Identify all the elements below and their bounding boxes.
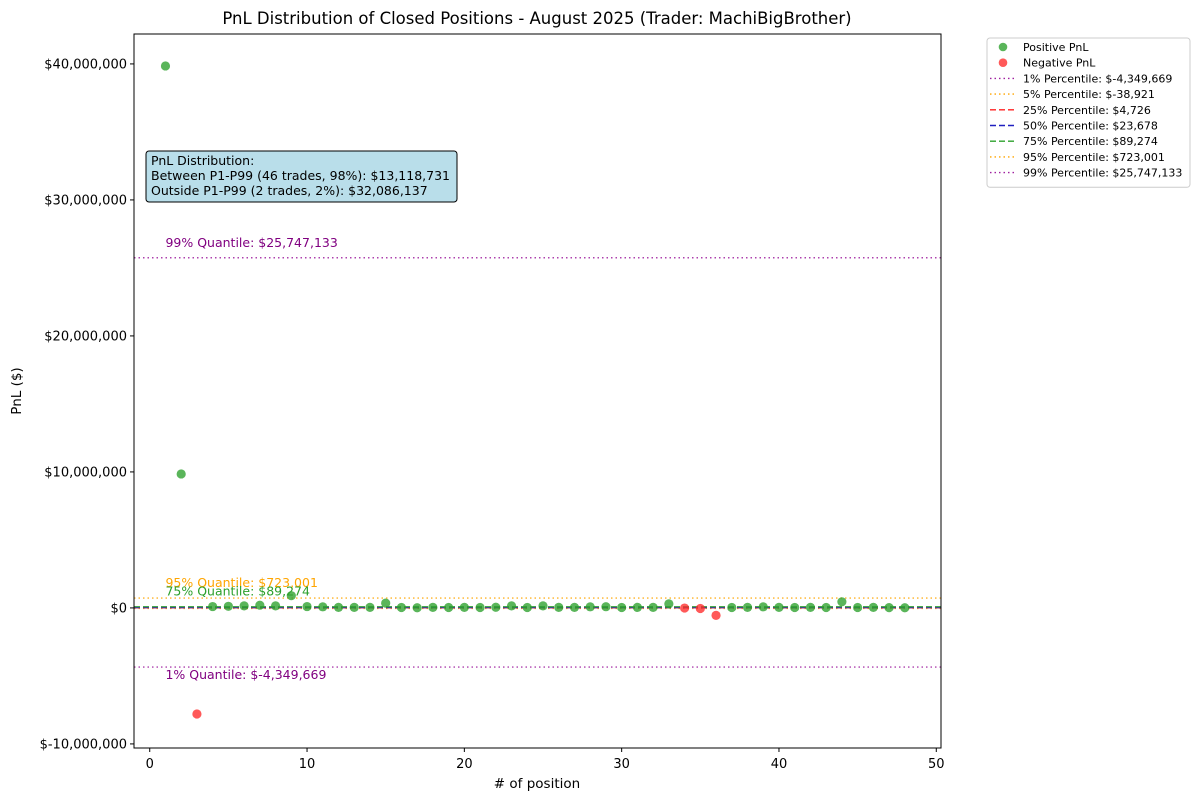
legend-marker	[998, 58, 1008, 67]
positive-pnl-point	[333, 602, 344, 612]
negative-pnl-point	[695, 603, 705, 614]
positive-pnl-point	[884, 603, 894, 613]
quantile-annotations: 99% Quantile: $25,747,133 95% Quantile: $…	[165, 235, 337, 682]
quantile-annotation: 95% Quantile: $723,001	[165, 575, 317, 590]
positive-pnl-point	[239, 601, 249, 611]
legend-frame	[986, 37, 1191, 188]
data-points	[160, 61, 910, 719]
positive-pnl-point	[381, 598, 391, 608]
legend-label: Positive PnL	[1023, 41, 1089, 54]
info-box-line: Between P1-P99 (46 trades, 98%): $13,118…	[151, 168, 450, 183]
positive-pnl-point	[868, 602, 878, 612]
legend-label: 5% Percentile: $-38,921	[1023, 88, 1155, 101]
x-tick-label: 30	[613, 757, 630, 772]
legend-label: 99% Percentile: $25,747,133	[1023, 167, 1182, 180]
y-tick-label: $-10,000,000	[40, 737, 127, 752]
info-box-frame	[145, 150, 458, 203]
positive-pnl-point	[538, 601, 548, 611]
positive-pnl-point	[664, 599, 674, 609]
positive-pnl-point	[459, 602, 469, 612]
chart-title: PnL Distribution of Closed Positions - A…	[222, 9, 851, 28]
positive-pnl-point	[365, 602, 375, 612]
positive-pnl-point	[176, 469, 186, 479]
positive-pnl-point	[475, 602, 485, 613]
positive-pnl-point	[223, 601, 233, 611]
quantile-annotation: 1% Quantile: $-4,349,669	[165, 667, 326, 682]
legend-label: 50% Percentile: $23,678	[1023, 120, 1158, 133]
legend: Positive PnL Negative PnL 1% Percentile: $…	[986, 37, 1191, 188]
negative-pnl-point	[679, 603, 690, 613]
axes: $-10,000,000 $0 $10,000,000 $20,000,000 $30,…	[40, 57, 945, 772]
legend-label: Negative PnL	[1023, 57, 1096, 70]
y-tick-label: $0	[110, 601, 127, 616]
quantile-annotation: 75% Quantile: $89,274	[165, 584, 310, 599]
positive-pnl-point	[208, 601, 218, 612]
legend-label: 25% Percentile: $4,726	[1023, 104, 1151, 117]
quantile-annotation: 99% Quantile: $25,747,133	[165, 235, 337, 250]
positive-pnl-point	[270, 601, 281, 611]
y-tick-label: $30,000,000	[44, 193, 127, 208]
positive-pnl-point	[444, 602, 454, 613]
positive-pnl-point	[286, 591, 296, 601]
plot-area-frame	[133, 33, 942, 749]
positive-pnl-point	[554, 602, 564, 612]
positive-pnl-point	[412, 603, 422, 613]
positive-pnl-point	[506, 601, 517, 611]
x-axis-label: # of position	[494, 776, 580, 792]
positive-pnl-point	[255, 600, 265, 610]
positive-pnl-point	[349, 602, 359, 612]
positive-pnl-point	[837, 597, 847, 607]
positive-pnl-point	[774, 602, 784, 612]
y-tick-label: $10,000,000	[44, 465, 127, 480]
legend-marker	[998, 42, 1008, 52]
positive-pnl-point	[790, 602, 800, 613]
positive-pnl-point	[821, 602, 831, 613]
positive-pnl-point	[601, 602, 611, 612]
x-tick-label: 0	[146, 757, 154, 772]
positive-pnl-point	[632, 602, 642, 612]
legend-label: 95% Percentile: $723,001	[1023, 151, 1165, 164]
positive-pnl-point	[742, 602, 753, 612]
x-tick-label: 10	[299, 757, 316, 772]
y-tick-label: $20,000,000	[44, 329, 127, 344]
legend-label: 75% Percentile: $89,274	[1023, 135, 1158, 148]
positive-pnl-point	[900, 603, 910, 613]
x-tick-label: 20	[456, 757, 473, 772]
positive-pnl-point	[302, 601, 312, 612]
positive-pnl-point	[396, 602, 407, 613]
info-box: PnL Distribution:Between P1-P99 (46 trad…	[145, 150, 458, 203]
y-tick-label: $40,000,000	[44, 57, 127, 72]
negative-pnl-point	[192, 709, 202, 719]
reference-lines	[134, 257, 941, 668]
legend-label: 1% Percentile: $-4,349,669	[1023, 72, 1172, 85]
positive-pnl-point	[585, 602, 595, 612]
positive-pnl-point	[727, 602, 737, 613]
positive-pnl-point	[522, 602, 532, 613]
positive-pnl-point	[160, 61, 171, 71]
positive-pnl-point	[853, 602, 863, 613]
positive-pnl-point	[805, 602, 816, 612]
positive-pnl-point	[569, 602, 580, 612]
info-box-line: Outside P1-P99 (2 trades, 2%): $32,086,1…	[151, 183, 428, 198]
positive-pnl-point	[491, 602, 501, 612]
info-box-line: PnL Distribution:	[151, 153, 254, 168]
positive-pnl-point	[648, 602, 658, 612]
negative-pnl-point	[711, 610, 721, 621]
y-axis-label: PnL ($)	[9, 367, 25, 414]
positive-pnl-point	[758, 602, 768, 612]
positive-pnl-point	[318, 602, 328, 612]
positive-pnl-point	[428, 602, 438, 612]
x-tick-label: 50	[928, 757, 945, 772]
positive-pnl-point	[617, 602, 627, 613]
x-tick-label: 40	[771, 757, 788, 772]
